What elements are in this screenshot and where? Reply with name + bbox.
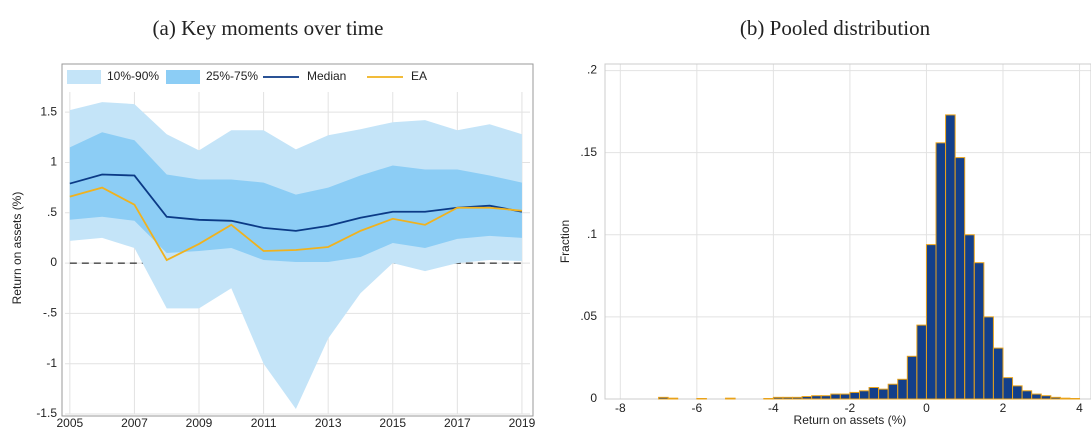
legend-label: 10%-90% <box>107 69 159 83</box>
legend-label: EA <box>411 69 427 83</box>
y-tick-label: .1 <box>587 227 597 241</box>
histogram-bar <box>879 389 889 399</box>
x-tick-label: 0 <box>923 401 930 415</box>
histogram-bar <box>1013 386 1023 399</box>
histogram-bar <box>1003 378 1013 399</box>
x-tick-label: 2005 <box>56 416 83 430</box>
y-tick-label: .05 <box>580 309 597 323</box>
histogram-bar <box>955 158 965 399</box>
histogram-bar <box>1060 398 1070 399</box>
legend-swatch <box>67 70 101 84</box>
histogram-bar <box>850 392 860 399</box>
chart-title: (a) Key moments over time <box>153 16 384 40</box>
histogram-bar <box>726 398 736 399</box>
y-tick-label: 1 <box>50 155 57 169</box>
histogram-bar <box>773 397 783 399</box>
x-tick-label: 2013 <box>315 416 342 430</box>
legend-label: Median <box>307 69 346 83</box>
histogram-bar <box>783 397 793 399</box>
y-tick-label: 0 <box>50 255 57 269</box>
histogram-bar <box>1032 394 1042 399</box>
y-axis-label: Fraction <box>558 220 572 263</box>
legend-label: 25%-75% <box>206 69 258 83</box>
x-axis-label: Return on assets (%) <box>794 413 907 427</box>
plot-frame <box>605 64 1091 399</box>
histogram-bar <box>898 379 908 399</box>
histogram-bar <box>668 398 678 399</box>
y-tick-label: .15 <box>580 145 597 159</box>
x-tick-label: 2009 <box>186 416 213 430</box>
y-tick-label: -1.5 <box>36 406 57 420</box>
x-tick-label: -4 <box>768 401 779 415</box>
histogram-bar <box>917 325 927 399</box>
histogram-bar <box>859 391 869 399</box>
x-tick-label: 2015 <box>379 416 406 430</box>
histogram-bar <box>831 394 841 399</box>
legend-swatch <box>166 70 200 84</box>
histogram-bar <box>946 115 956 399</box>
histogram-bar <box>965 235 975 399</box>
histogram-bar <box>926 245 936 399</box>
y-axis-label: Return on assets (%) <box>10 192 24 305</box>
y-tick-label: .2 <box>587 63 597 77</box>
y-tick-label: 1.5 <box>40 104 57 118</box>
histogram-bar <box>840 394 850 399</box>
histogram-bar <box>936 143 946 399</box>
histogram-bar <box>974 263 984 399</box>
y-tick-label: .5 <box>47 205 57 219</box>
x-tick-label: 2017 <box>444 416 471 430</box>
x-tick-label: 2007 <box>121 416 148 430</box>
x-tick-label: 2 <box>1000 401 1007 415</box>
x-tick-label: 4 <box>1076 401 1083 415</box>
y-tick-label: 0 <box>590 391 597 405</box>
histogram-bar <box>888 384 898 399</box>
histogram-bar <box>802 397 812 399</box>
histogram-bar <box>793 397 803 399</box>
histogram-bar <box>1041 396 1051 399</box>
chart-title: (b) Pooled distribution <box>740 16 931 40</box>
y-tick-label: -.5 <box>43 306 57 320</box>
histogram-bar <box>659 397 669 399</box>
y-tick-label: -1 <box>46 356 57 370</box>
x-tick-label: -6 <box>692 401 703 415</box>
histogram-bar <box>821 396 831 399</box>
x-tick-label: 2011 <box>251 416 277 430</box>
histogram-bar <box>907 356 917 399</box>
histogram-bar <box>812 396 822 399</box>
histogram-bar <box>869 388 879 399</box>
x-tick-label: 2019 <box>509 416 536 430</box>
x-tick-label: -8 <box>615 401 626 415</box>
histogram-bar <box>1051 397 1061 399</box>
histogram-bar <box>984 317 994 399</box>
histogram-bar <box>1022 391 1032 399</box>
histogram-bar <box>993 348 1003 399</box>
